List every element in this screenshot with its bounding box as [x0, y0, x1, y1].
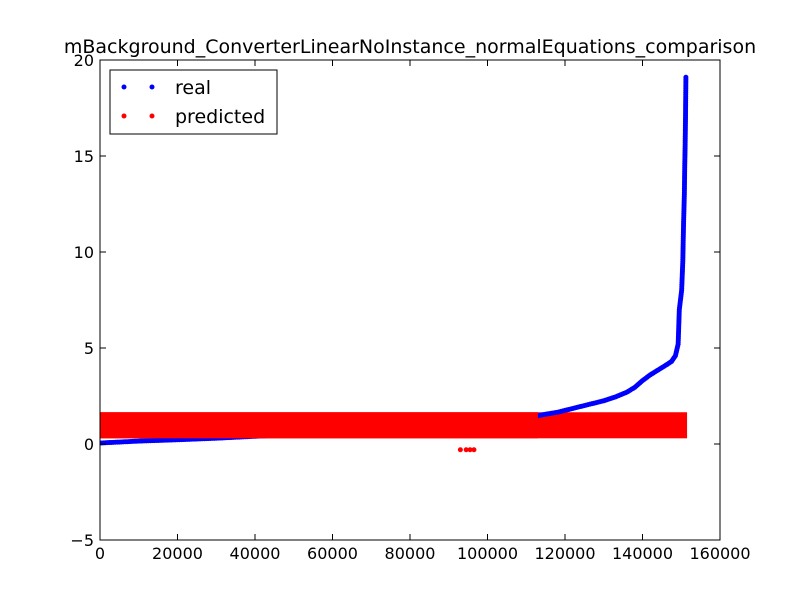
legend: real predicted [109, 69, 278, 135]
predicted-band-overlay [100, 412, 538, 439]
legend-marker [149, 84, 155, 90]
predicted-outlier-marker [471, 447, 477, 453]
x-tick-label: 40000 [230, 544, 281, 563]
y-tick-label: 0 [84, 435, 94, 454]
x-tick-label: 0 [95, 544, 105, 563]
y-tick-label: 20 [74, 51, 94, 70]
y-tick-label: 10 [74, 243, 94, 262]
legend-marker [149, 113, 155, 119]
chart-title: mBackground_ConverterLinearNoInstance_no… [64, 36, 756, 58]
legend-marker [121, 113, 127, 119]
real-marker [683, 74, 689, 80]
x-tick-label: 20000 [152, 544, 203, 563]
predicted-outlier-marker [463, 447, 469, 453]
legend-marker [121, 84, 127, 90]
axes: 0 20000 40000 60000 80000 100000 120000 140000 1… [70, 51, 750, 563]
x-tick-label: 100000 [457, 544, 518, 563]
y-tick-label: 15 [74, 147, 94, 166]
legend-label: real [175, 77, 211, 99]
y-tick-label: 5 [84, 339, 94, 358]
x-tick-label: 160000 [689, 544, 750, 563]
predicted-outlier-marker [467, 447, 473, 453]
x-tick-label: 140000 [612, 544, 673, 563]
predicted-outlier-marker [457, 447, 463, 453]
legend-label: predicted [175, 106, 265, 128]
y-tick-label: −5 [70, 531, 94, 550]
x-tick-label: 60000 [307, 544, 358, 563]
plot-area [100, 74, 689, 453]
x-tick-label: 120000 [534, 544, 595, 563]
plot-markers [100, 74, 689, 453]
x-tick-label: 80000 [385, 544, 436, 563]
legend-box [109, 69, 278, 135]
